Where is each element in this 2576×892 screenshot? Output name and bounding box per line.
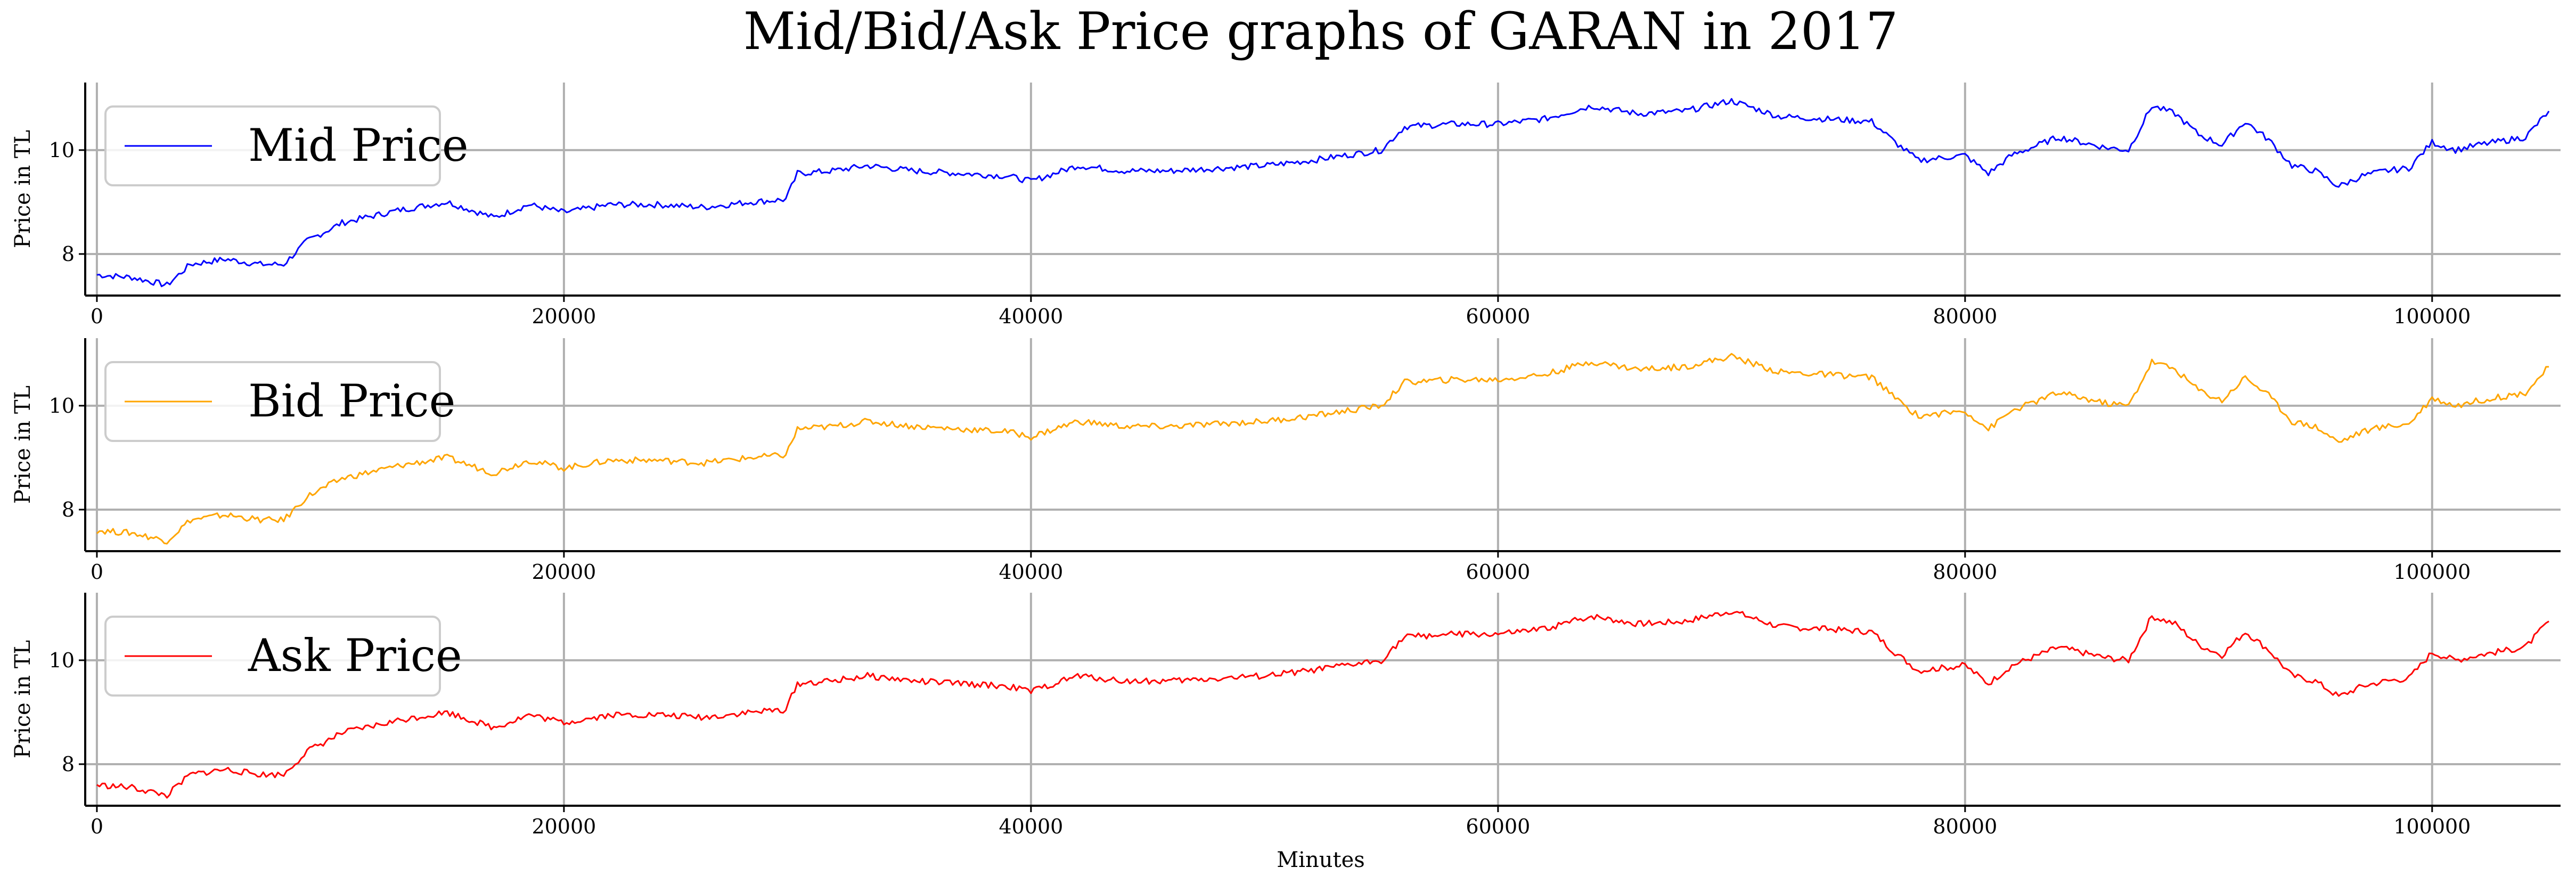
panel-2-legend-box xyxy=(104,361,441,442)
panel-2-x-tick-label: 40000 xyxy=(999,560,1063,584)
panel-2-y-tick-label: 10 xyxy=(49,394,75,418)
panel-1-series-line xyxy=(96,98,2550,288)
panel-2-x-tick-label: 80000 xyxy=(1933,560,1997,584)
x-axis-label: Minutes xyxy=(1277,848,1365,872)
panel-1-x-tick-label: 60000 xyxy=(1466,305,1530,328)
panel-1-x-tick-label: 0 xyxy=(91,305,103,328)
panel-2-y-tick-label: 8 xyxy=(62,498,75,521)
panel-3-x-tick-label: 60000 xyxy=(1466,815,1530,838)
panel-3-y-tick-label: 8 xyxy=(62,752,75,776)
chart-title: Mid/Bid/Ask Price graphs of GARAN in 201… xyxy=(743,2,1898,61)
panel-3-x-tick-label: 40000 xyxy=(999,815,1063,838)
panel-3-x-tick-label: 0 xyxy=(91,815,103,838)
panel-1-x-tick-label: 40000 xyxy=(999,305,1063,328)
panel-1-x-tick-label: 80000 xyxy=(1933,305,1997,328)
panel-3-x-tick-label: 20000 xyxy=(531,815,596,838)
panel-1-y-tick-label: 10 xyxy=(49,138,75,162)
panel-1-x-tick-label: 20000 xyxy=(531,305,596,328)
panel-3-x-tick-label: 80000 xyxy=(1933,815,1997,838)
panel-3-legend-label: Ask Price xyxy=(248,629,462,682)
panel-1-legend-box xyxy=(104,105,441,186)
panel-1-legend-label: Mid Price xyxy=(248,119,469,171)
panel-1-y-axis-label: Price in TL xyxy=(11,130,35,248)
panel-1-x-tick-label: 100000 xyxy=(2393,305,2471,328)
panel-3-series-line xyxy=(96,611,2549,799)
panel-3-legend-box xyxy=(104,616,441,697)
panel-2-y-axis-label: Price in TL xyxy=(11,386,35,504)
panel-3-x-tick-label: 100000 xyxy=(2393,815,2471,838)
panel-2-x-tick-label: 0 xyxy=(91,560,103,584)
panel-1-y-tick-label: 8 xyxy=(62,242,75,266)
panel-2-x-tick-label: 60000 xyxy=(1466,560,1530,584)
panel-2-legend-label: Bid Price xyxy=(248,375,455,427)
panel-2-series-line xyxy=(96,353,2549,545)
panel-3-y-axis-label: Price in TL xyxy=(11,640,35,758)
panel-3-y-tick-label: 10 xyxy=(49,649,75,672)
panel-2-x-tick-label: 20000 xyxy=(531,560,596,584)
panel-2-x-tick-label: 100000 xyxy=(2393,560,2471,584)
